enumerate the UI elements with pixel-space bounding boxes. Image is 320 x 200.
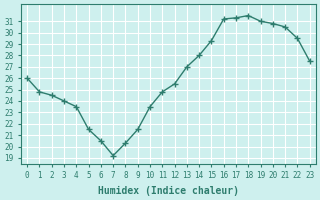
X-axis label: Humidex (Indice chaleur): Humidex (Indice chaleur) — [98, 186, 239, 196]
